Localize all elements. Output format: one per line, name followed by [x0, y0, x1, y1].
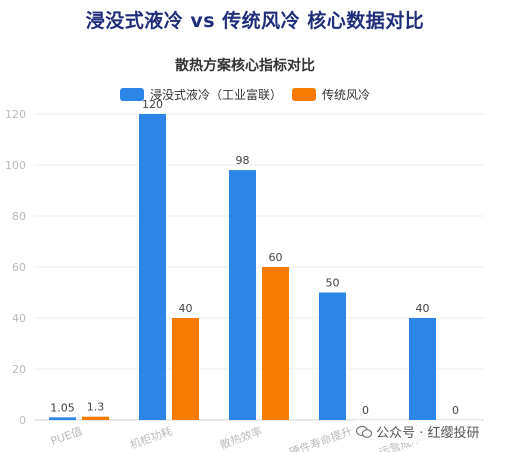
y-tick-label: 0 [19, 414, 26, 427]
page-title: 浸没式液冷 vs 传统风冷 核心数据对比 [85, 10, 425, 32]
y-tick-label: 60 [12, 261, 26, 274]
bar[interactable] [409, 318, 436, 420]
chart-title: 散热方案核心指标对比 [175, 57, 315, 74]
bar-value-label: 0 [362, 404, 369, 417]
bar-value-label: 120 [142, 98, 163, 111]
bar-value-label: 40 [416, 302, 430, 315]
legend-label[interactable]: 浸没式液冷（工业富联） [150, 87, 282, 102]
legend-swatch[interactable] [292, 88, 316, 101]
watermark: 公众号 · 红缨投研 [352, 420, 484, 443]
bar-value-label: 1.05 [50, 401, 75, 414]
bar[interactable] [82, 416, 109, 420]
bar-value-label: 0 [452, 404, 459, 417]
bar[interactable] [172, 318, 199, 420]
wechat-icon [356, 426, 372, 438]
x-tick-label: 机柜功耗 [128, 424, 174, 452]
legend-label[interactable]: 传统风冷 [322, 87, 370, 102]
bar[interactable] [49, 417, 76, 420]
y-tick-label: 40 [12, 312, 26, 325]
bar[interactable] [319, 292, 346, 421]
bar[interactable] [229, 170, 256, 420]
y-tick-label: 100 [5, 159, 26, 172]
y-axis: 0 20 40 60 80 100 120 [5, 108, 26, 427]
x-tick-label: 硬件寿命提升 [287, 424, 354, 452]
x-tick-label: PUE值 [49, 425, 84, 448]
bar-value-label: 98 [236, 154, 250, 167]
bar-value-label: 60 [269, 251, 283, 264]
bar[interactable] [262, 267, 289, 420]
bar-value-label: 40 [179, 302, 193, 315]
x-tick-label: 散热效率 [218, 424, 264, 452]
y-tick-label: 120 [5, 108, 26, 121]
bar-value-label: 1.3 [87, 401, 105, 414]
legend-swatch[interactable] [120, 88, 144, 101]
bars: 1.05 1.3 120 40 98 60 50 0 40 0 [49, 98, 459, 420]
y-tick-label: 80 [12, 210, 26, 223]
bar-value-label: 50 [326, 277, 340, 290]
bar[interactable] [139, 114, 166, 420]
y-tick-label: 20 [12, 363, 26, 376]
legend[interactable]: 浸没式液冷（工业富联） 传统风冷 [120, 87, 370, 102]
watermark-text: 公众号 · 红缨投研 [376, 426, 480, 441]
